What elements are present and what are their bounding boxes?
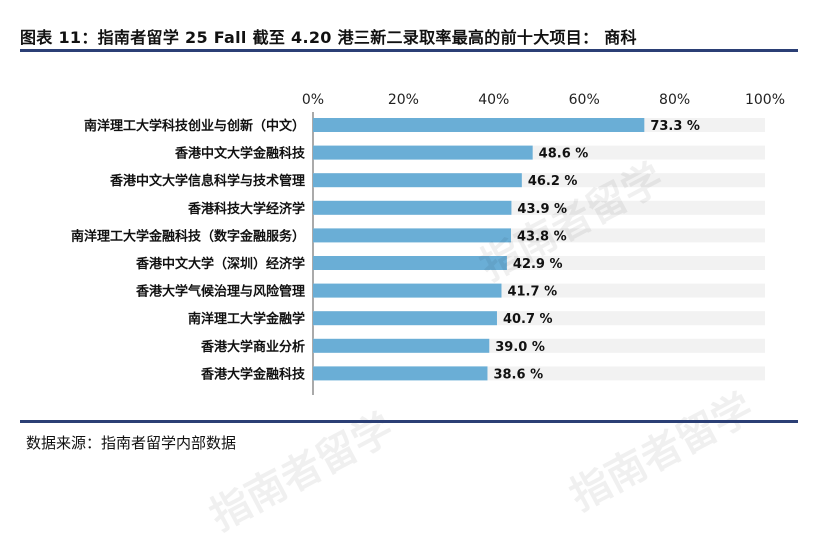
category-label: 南洋理工大学金融学 [188,311,305,327]
value-label: 39.0 % [495,340,545,355]
category-label: 南洋理工大学科技创业与创新（中文） [84,118,305,134]
bar-chart: 0% 20% 40% 60% 80% 100% 南洋理工大学科技创业与创新（中文） 73.3 … [71,92,785,395]
value-label: 38.6 % [493,367,543,382]
category-label: 南洋理工大学金融科技（数字金融服务） [71,228,305,244]
bar [313,311,497,326]
x-tick-label: 0% [302,92,324,108]
value-label: 46.2 % [528,174,578,189]
chart-title: 图表 11：指南者留学 25 Fall 截至 4.20 港三新二录取率最高的前十… [20,28,637,47]
top-divider [20,49,798,52]
category-label: 香港大学商业分析 [200,339,305,355]
x-tick-label: 100% [745,92,785,108]
x-tick-label: 40% [478,92,509,108]
value-label: 41.7 % [507,285,557,300]
bottom-divider [20,420,798,423]
category-label: 香港中文大学金融科技 [174,146,306,162]
category-label: 香港大学气候治理与风险管理 [135,284,305,300]
bar [313,118,645,132]
bar [313,283,502,298]
bar [313,338,490,353]
value-label: 42.9 % [513,257,563,272]
bar [313,256,507,270]
value-label: 43.9 % [517,202,567,217]
source-note: 数据来源：指南者留学内部数据 [26,434,237,452]
x-tick-label: 20% [388,92,419,108]
category-label: 香港中文大学（深圳）经济学 [135,256,305,272]
value-label: 40.7 % [503,312,553,327]
value-label: 73.3 % [650,119,700,134]
value-label: 43.8 % [517,229,567,244]
value-label: 48.6 % [539,147,589,162]
category-label: 香港大学金融科技 [200,366,306,382]
x-tick-label: 80% [659,92,690,108]
bar [313,366,488,381]
category-label: 香港科技大学经济学 [187,201,305,217]
bar [313,228,511,243]
bar [313,200,512,215]
bar [313,145,533,160]
bar [313,173,522,188]
category-label: 香港中文大学信息科学与技术管理 [109,173,305,189]
x-tick-label: 60% [569,92,600,108]
